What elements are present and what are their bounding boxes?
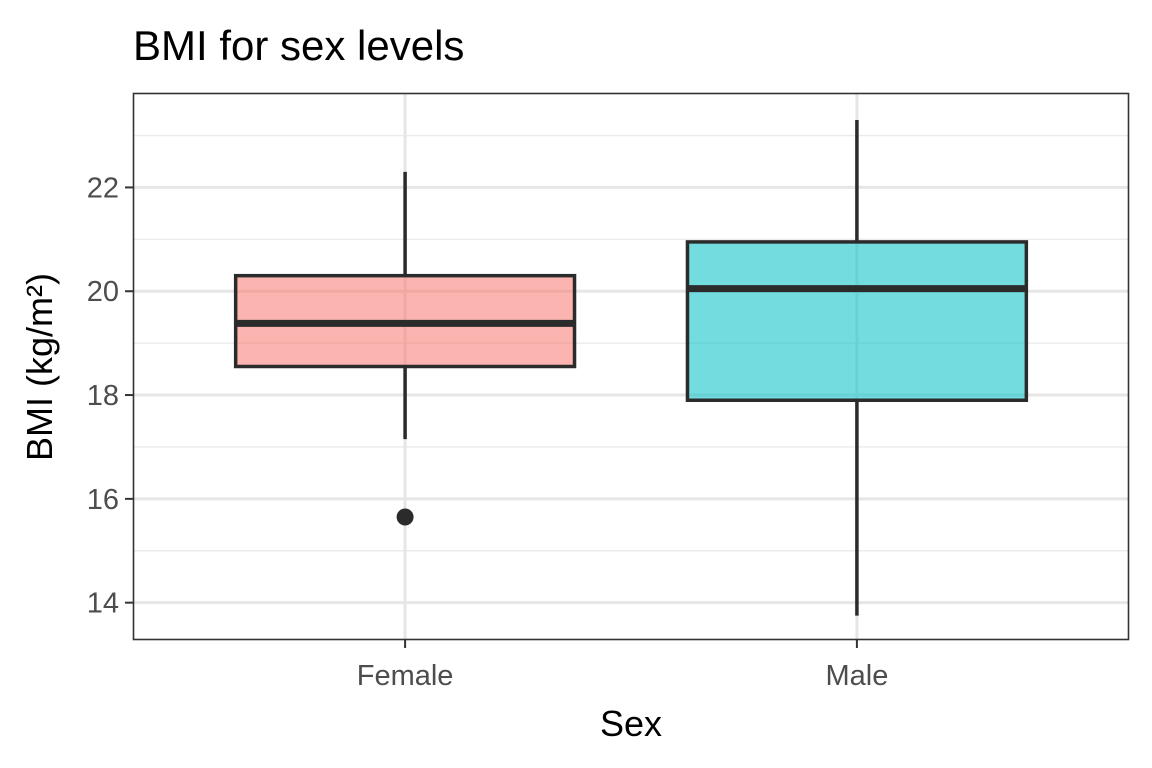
x-tick-label: Male bbox=[825, 660, 888, 692]
y-tick-label: 18 bbox=[87, 380, 119, 412]
x-axis-ticks: Female Male bbox=[357, 639, 888, 692]
y-tick-label: 20 bbox=[87, 276, 119, 308]
y-tick-label: 22 bbox=[87, 172, 119, 204]
boxes bbox=[233, 119, 1029, 616]
chart-title: BMI for sex levels bbox=[133, 22, 464, 69]
x-tick-label: Female bbox=[357, 660, 454, 692]
x-axis-label: Sex bbox=[600, 703, 662, 744]
y-axis-label: BMI (kg/m²) bbox=[19, 273, 60, 461]
iqr-box bbox=[685, 240, 1029, 402]
y-tick-label: 16 bbox=[87, 484, 119, 516]
box-female bbox=[233, 171, 577, 526]
plot-panel-border bbox=[132, 92, 1130, 641]
y-axis-ticks: 14 16 18 20 22 bbox=[87, 172, 134, 620]
y-tick-label: 14 bbox=[87, 588, 119, 620]
box-male bbox=[685, 119, 1029, 616]
outlier-point bbox=[396, 508, 414, 526]
